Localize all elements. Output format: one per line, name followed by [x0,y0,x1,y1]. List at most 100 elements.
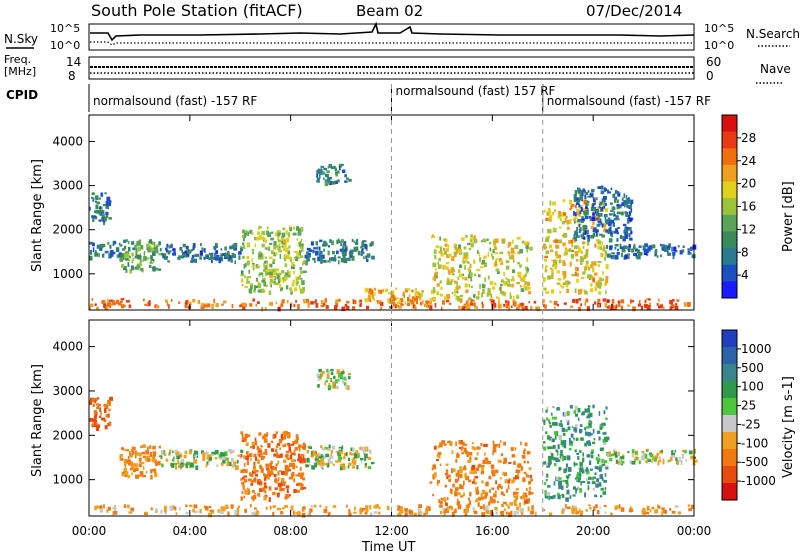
velocity-echo-cell [451,450,454,454]
power-echo-cell [246,277,249,282]
power-echo-cell [104,250,109,254]
power-echo-cell [521,240,524,244]
power-echo-cell [184,304,188,308]
power-echo-cell [370,289,374,294]
power-echo-cell [470,285,473,289]
velocity-echo-cell [566,455,570,460]
power-echo-cell [557,303,559,307]
power-echo-cell [536,306,541,312]
power-echo-cell [238,255,241,260]
velocity-echo-cell [285,467,289,473]
power-echo-cell [581,220,584,223]
velocity-echo-cell [526,488,528,491]
velocity-echo-cell [463,480,465,486]
velocity-echo-cell [549,446,554,449]
velocity-echo-cell [123,458,127,463]
velocity-echo-cell [604,465,609,469]
velocity-echo-cell [475,467,480,472]
velocity-echo-cell [284,430,288,436]
power-echo-cell [331,180,336,185]
velocity-echo-cell [208,505,212,508]
velocity-echo-cell [561,456,563,460]
velocity-echo-cell [251,441,255,446]
velocity-echo-cell [234,510,238,515]
power-echo-cell [132,247,136,251]
velocity-echo-cell [220,462,223,466]
power-echo-cell [473,238,478,244]
velocity-echo-cell [132,466,134,471]
velocity-echo-cell [127,455,130,461]
power-echo-cell [89,206,91,211]
power-echo-cell [139,261,142,267]
power-echo-cell [587,234,591,239]
power-echo-cell [640,305,644,310]
velocity-echo-cell [290,443,295,446]
power-echo-cell [603,198,606,203]
power-echo-cell [476,250,479,254]
velocity-echo-cell [587,405,591,408]
power-echo-cell [611,206,615,211]
velocity-echo-cell [586,426,590,429]
velocity-echo-cell [461,441,465,446]
velocity-echo-cell [227,457,230,463]
power-echo-cell [628,227,632,231]
velocity-echo-cell [454,478,459,483]
power-echo-cell [566,288,569,293]
velocity-echo-cell [318,456,323,459]
velocity-echo-cell [507,479,510,484]
velocity-echo-cell [498,484,502,488]
velocity-echo-cell [468,452,473,456]
velocity-echo-cell [524,500,528,504]
velocity-echo-cell [503,457,507,463]
velocity-echo-cell [272,511,275,516]
power-echo-cell [243,263,246,269]
velocity-echo-cell [286,432,291,435]
power-echo-cell [612,193,616,198]
velocity-echo-cell [528,481,531,485]
velocity-echo-cell [168,452,171,456]
power-echo-cell [625,194,628,200]
power-echo-cell [241,284,244,287]
power-echo-cell [302,286,305,291]
power-echo-cell [431,234,434,237]
velocity-echo-cell [277,443,281,446]
velocity-echo-cell [523,450,526,454]
velocity-echo-cell [620,507,625,512]
power-echo-cell [501,292,505,296]
power-echo-cell [473,235,476,240]
power-echo-cell [150,247,154,253]
velocity-echo-cell [482,504,485,509]
power-echo-cell [287,256,291,260]
power-echo-cell [215,250,218,254]
power-echo-cell [590,264,593,269]
velocity-echo-cell [455,472,460,477]
velocity-echo-cell [471,481,475,484]
power-echo-cell [462,258,465,263]
power-echo-cell [249,303,253,307]
power-echo-cell [489,280,494,285]
power-echo-cell [473,294,476,298]
power-echo-cell [319,250,323,254]
power-echo-cell [398,305,402,309]
power-echo-cell [599,201,603,204]
power-echo-cell [585,203,589,207]
power-echo-cell [323,248,325,252]
power-echo-cell [612,222,615,227]
velocity-echo-cell [240,453,243,458]
velocity-echo-cell [349,451,352,455]
velocity-echo-cell [351,453,355,456]
velocity-echo-cell [657,460,660,466]
velocity-echo-cell [649,509,652,513]
velocity-echo-cell [270,471,274,476]
velocity-echo-cell [365,505,369,510]
velocity-echo-cell [523,460,526,464]
velocity-echo-cell [252,465,256,471]
velocity-colorbar-tick-label: -500 [741,455,768,469]
velocity-echo-cell [618,504,621,509]
velocity-echo-cell [279,486,282,492]
power-echo-cell [98,219,102,222]
velocity-echo-cell [94,399,97,404]
power-echo-cell [596,217,599,221]
velocity-echo-cell [574,405,578,411]
power-echo-cell [558,239,562,244]
